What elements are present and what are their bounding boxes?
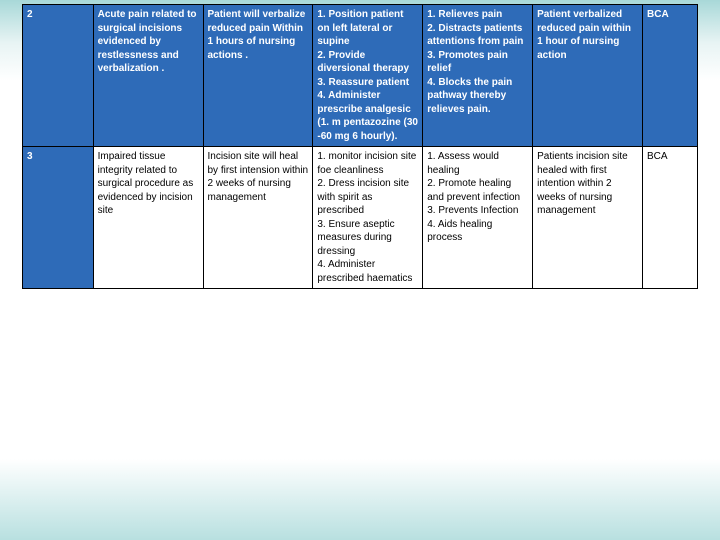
cell-intervention: 1. Position patient on left lateral or s… bbox=[313, 5, 423, 147]
cell-id: 3 bbox=[23, 147, 94, 289]
nursing-care-plan-table: 2 Acute pain related to surgical incisio… bbox=[22, 4, 698, 289]
cell-rationale: 1. Assess would healing2. Promote healin… bbox=[423, 147, 533, 289]
table-row: 3 Impaired tissue integrity related to s… bbox=[23, 147, 698, 289]
cell-outcome: Patient will verbalize reduced pain With… bbox=[203, 5, 313, 147]
cell-abbr: BCA bbox=[643, 147, 698, 289]
cell-id: 2 bbox=[23, 5, 94, 147]
cell-evaluation: Patients incision site healed with first… bbox=[533, 147, 643, 289]
cell-intervention: 1. monitor incision site foe cleanliness… bbox=[313, 147, 423, 289]
table-body: 2 Acute pain related to surgical incisio… bbox=[23, 5, 698, 289]
cell-abbr: BCA bbox=[643, 5, 698, 147]
cell-evaluation: Patient verbalized reduced pain within 1… bbox=[533, 5, 643, 147]
table-row: 2 Acute pain related to surgical incisio… bbox=[23, 5, 698, 147]
cell-diagnosis: Impaired tissue integrity related to sur… bbox=[93, 147, 203, 289]
cell-diagnosis: Acute pain related to surgical incisions… bbox=[93, 5, 203, 147]
cell-rationale: 1. Relieves pain2. Distracts patients at… bbox=[423, 5, 533, 147]
cell-outcome: Incision site will heal by first intensi… bbox=[203, 147, 313, 289]
